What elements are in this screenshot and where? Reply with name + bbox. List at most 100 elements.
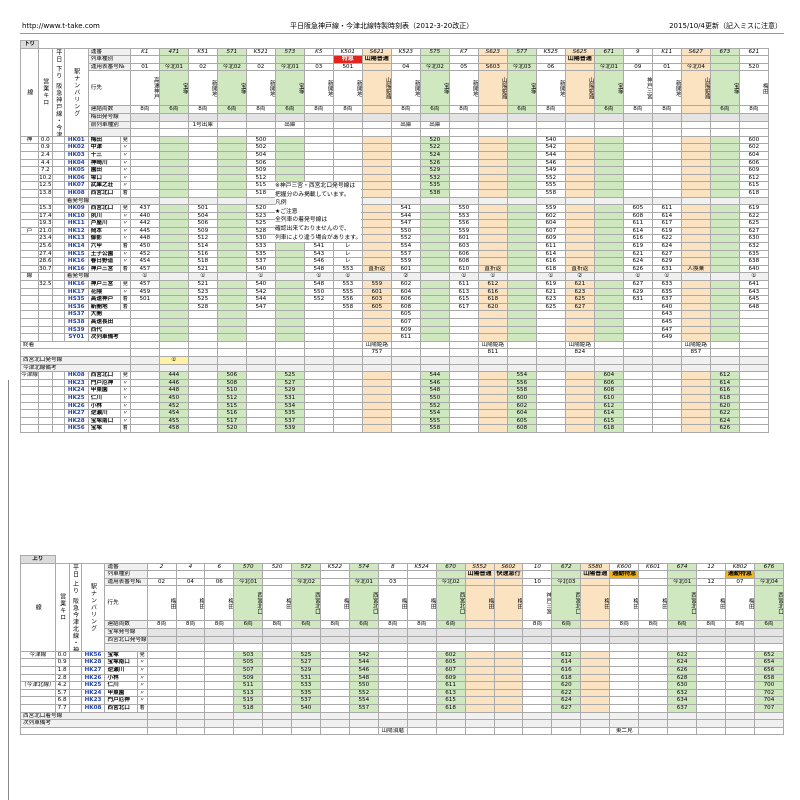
train-number: 574 <box>348 562 379 572</box>
unban-row-label: 運番 <box>104 562 148 572</box>
line-cell <box>20 665 56 675</box>
line-col-head-text: 線 <box>34 603 42 611</box>
train-number: 6 <box>204 562 235 572</box>
car-count: 6両 <box>667 620 698 629</box>
post-cell <box>146 711 177 721</box>
train-number: 573 <box>274 47 305 57</box>
post-row-label: 次列車備考 <box>20 719 148 728</box>
unyo-number: 12 <box>696 577 726 587</box>
final-cell <box>245 348 276 357</box>
time-cell: 538 <box>419 188 450 198</box>
time-cell <box>377 688 408 698</box>
time-cell <box>593 135 624 145</box>
prev-kind: 出庫 <box>390 120 421 130</box>
time-cell <box>129 386 160 395</box>
time-cell <box>593 264 624 274</box>
time-cell: 535 <box>291 688 321 698</box>
time-cell <box>564 150 595 160</box>
site-url[interactable]: http://www.t-take.com <box>22 22 100 30</box>
train-kind <box>291 570 321 579</box>
time-cell: 517 <box>216 416 247 426</box>
time-cell: 512 <box>216 393 247 403</box>
time-cell <box>448 135 479 145</box>
line-cell: 神 <box>20 135 39 145</box>
time-cell <box>390 378 421 388</box>
unyo-number: 今北02 <box>291 577 321 587</box>
time-cell <box>638 688 669 698</box>
time-cell <box>129 150 160 160</box>
destination-text: 西宮北口 <box>574 592 581 615</box>
imazu-head-cell <box>564 363 595 373</box>
track-cell <box>187 196 218 206</box>
time-cell: 501 <box>187 204 218 213</box>
train-kind: 通勤特急 <box>609 570 640 579</box>
time-cell <box>738 325 769 335</box>
train-number: 570 <box>233 562 264 572</box>
time-cell: 528 <box>245 226 276 236</box>
time-cell <box>390 173 421 183</box>
time-cell: 611 <box>390 333 421 342</box>
time-cell: 532 <box>419 173 450 183</box>
km-cell <box>37 196 53 206</box>
time-cell <box>419 310 450 319</box>
station-name: 高速長田 <box>87 318 131 327</box>
unyo-number <box>564 62 595 72</box>
train-kind <box>638 570 669 579</box>
station-name: 小林 <box>104 673 138 683</box>
sanyo-station-row: SY01 次列車備考 611 649 <box>20 333 769 342</box>
km-cell: 10.2 <box>37 173 53 183</box>
car-count <box>464 620 495 629</box>
time-cell: 511 <box>233 681 264 690</box>
spacer-cell <box>535 128 566 137</box>
time-cell <box>696 658 726 667</box>
time-cell <box>724 673 755 683</box>
unyo-number: 今北01 <box>593 62 624 72</box>
time-cell <box>506 242 537 251</box>
track-cell <box>262 635 293 645</box>
time-cell <box>406 696 437 705</box>
track-cell <box>187 112 218 122</box>
station-code: HK56 <box>63 424 89 433</box>
km-cell <box>37 310 53 319</box>
time-cell <box>638 673 669 683</box>
dest-row: 行先 梅田 梅田 梅田 西宮北口 梅田 西宮北口 梅田 西宮北口 梅田 梅田 西宮北口 梅田 梅田 神戸三宮… <box>21 585 785 622</box>
time-cell <box>129 173 160 183</box>
time-cell <box>493 665 524 675</box>
train-kind <box>709 55 740 64</box>
time-cell <box>187 401 218 411</box>
time-cell <box>274 325 305 335</box>
station-row: 0.9 HK02 中津〃 502 522 542 602 <box>20 143 769 152</box>
time-cell <box>303 325 334 335</box>
km-cell <box>37 386 53 395</box>
time-cell <box>448 181 479 190</box>
arr-dep-mark: 〃 <box>119 393 131 403</box>
time-cell: 552 <box>419 401 450 411</box>
train-kind <box>262 570 293 579</box>
track-cell <box>204 635 235 645</box>
train-destination: 西宮北口 <box>667 585 698 622</box>
imazu-station-row: HK56 宝塚着 458 520 539 558 608 618 626 <box>20 424 769 433</box>
time-cell: 550 <box>348 681 379 690</box>
station-row: 線着発号線 ① ① ① ① ① ② ① ① ① ② ① ① ① <box>20 272 769 282</box>
time-cell <box>593 242 624 251</box>
post-cell <box>493 711 524 721</box>
time-cell <box>361 166 392 175</box>
track-cell <box>361 196 392 206</box>
track-cell <box>390 112 421 122</box>
time-cell <box>216 295 247 304</box>
time-cell <box>464 665 495 675</box>
time-cell <box>274 150 305 160</box>
time-cell <box>377 650 408 660</box>
time-cell <box>696 665 726 675</box>
unban-row: 線営業キロ 平日 上り 阪急今津北線・神戸線 駅ナンバリング 運番 2 4 6 570 520 5… <box>20 562 785 652</box>
time-cell <box>158 211 189 221</box>
time-cell <box>129 318 160 327</box>
time-cell: レ <box>332 249 363 259</box>
time-cell: 544 <box>348 658 379 667</box>
time-cell: 623 <box>535 295 566 304</box>
time-cell <box>303 401 334 411</box>
station-name: 王子公園 <box>87 249 121 259</box>
time-cell <box>361 204 392 213</box>
time-cell: 605 <box>390 310 421 319</box>
time-cell: 614 <box>535 249 566 259</box>
